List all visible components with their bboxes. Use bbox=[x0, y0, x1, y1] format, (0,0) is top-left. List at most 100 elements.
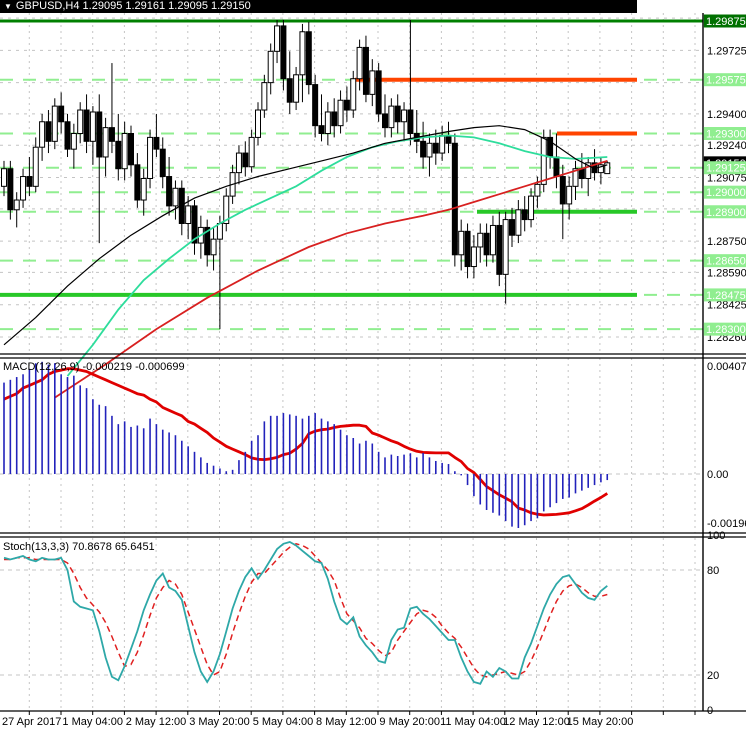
level-badge bbox=[703, 161, 746, 175]
time-axis-label: 5 May 04:00 bbox=[253, 716, 314, 728]
candle bbox=[451, 142, 458, 256]
macd-axis-label: 0.004078 bbox=[707, 361, 746, 373]
candles bbox=[1, 20, 611, 330]
candle bbox=[159, 148, 166, 178]
candle bbox=[572, 168, 579, 187]
candle bbox=[426, 142, 433, 158]
candle bbox=[388, 105, 395, 129]
stoch-axis-label: 100 bbox=[707, 530, 725, 542]
stoch-signal-line bbox=[4, 542, 608, 678]
level-badge-text: 1.29125 bbox=[706, 163, 746, 175]
candle bbox=[362, 46, 369, 95]
candle bbox=[185, 205, 192, 224]
macd-histogram bbox=[3, 361, 609, 529]
candle bbox=[204, 226, 211, 256]
candle bbox=[147, 136, 154, 179]
candle bbox=[248, 136, 255, 168]
candle bbox=[191, 205, 198, 244]
level-badge-text: 1.28650 bbox=[706, 256, 746, 268]
ma-black-line bbox=[3, 125, 608, 346]
candle bbox=[166, 176, 173, 207]
time-axis-label: 27 Apr 2017 bbox=[2, 716, 61, 728]
candle bbox=[64, 121, 71, 150]
level-badge-text: 1.29000 bbox=[706, 187, 746, 199]
price-axis-label: 1.29725 bbox=[707, 45, 746, 57]
candle bbox=[337, 99, 344, 127]
candle bbox=[210, 238, 217, 256]
price-axis-label: 1.28425 bbox=[707, 300, 746, 312]
candle bbox=[604, 162, 611, 175]
time-axis-label: 9 May 20:00 bbox=[379, 716, 440, 728]
price-axis-label: 1.28590 bbox=[707, 267, 746, 279]
candle bbox=[286, 78, 293, 103]
level-badge bbox=[703, 254, 746, 268]
level-badge bbox=[703, 205, 746, 219]
candle bbox=[13, 199, 20, 211]
level-badge-text: 1.28300 bbox=[706, 324, 746, 336]
candle bbox=[255, 109, 261, 138]
candle bbox=[267, 50, 274, 84]
stoch-axis-label: 20 bbox=[707, 670, 719, 682]
level-badge bbox=[703, 288, 746, 302]
symbol-title: GBPUSD,H4 1.29095 1.29161 1.29095 1.2915… bbox=[15, 0, 251, 12]
candle bbox=[502, 219, 509, 275]
stoch-label: Stoch(13,3,3) 70.8678 65.6451 bbox=[3, 541, 155, 553]
candle bbox=[375, 70, 382, 115]
candle bbox=[45, 121, 52, 142]
ma-green-line bbox=[66, 134, 608, 377]
time-axis: 27 Apr 2017 1 May 04:00 2 May 12:00 3 May 2… bbox=[2, 711, 696, 728]
price-axis: 1.29725 1.29400 1.29240 1.29075 1.28750 1.285… bbox=[703, 14, 746, 344]
candle bbox=[458, 230, 465, 256]
level-badge bbox=[703, 322, 746, 336]
candle bbox=[420, 140, 427, 158]
moving-averages bbox=[3, 125, 608, 399]
candle bbox=[470, 246, 477, 268]
candle bbox=[432, 142, 439, 154]
candle bbox=[559, 176, 566, 205]
candle bbox=[108, 127, 115, 142]
candle bbox=[128, 132, 134, 166]
candle bbox=[242, 152, 249, 168]
candle bbox=[280, 25, 287, 80]
candle bbox=[585, 162, 592, 179]
macd-axis-label: 0.00 bbox=[707, 469, 728, 481]
candle bbox=[39, 121, 46, 148]
candle bbox=[483, 232, 490, 256]
candle bbox=[261, 82, 268, 111]
macd-signal-line bbox=[3, 367, 609, 517]
candle bbox=[407, 109, 414, 134]
candle bbox=[121, 132, 128, 170]
candle bbox=[153, 136, 160, 150]
candle bbox=[318, 125, 325, 134]
candle bbox=[445, 134, 452, 144]
stoch-main-line bbox=[3, 541, 608, 685]
level-segments bbox=[0, 77, 637, 297]
candle bbox=[293, 74, 300, 103]
candle bbox=[382, 113, 388, 129]
candle bbox=[343, 99, 350, 111]
support-resistance-dashed-lines bbox=[0, 78, 703, 331]
candle bbox=[172, 187, 179, 207]
level-badge-text: 1.29575 bbox=[706, 75, 746, 87]
symbol-dropdown-icon[interactable]: ▼ bbox=[4, 2, 12, 11]
candle bbox=[553, 156, 560, 178]
level-badge-text: 1.29875 bbox=[706, 16, 746, 28]
candle bbox=[299, 31, 306, 76]
candle bbox=[477, 232, 484, 248]
candle bbox=[509, 219, 515, 236]
candle bbox=[394, 105, 401, 123]
chart-header: ▼ GBPUSD,H4 1.29095 1.29161 1.29095 1.291… bbox=[0, 0, 637, 13]
candle bbox=[58, 105, 65, 123]
candle bbox=[496, 224, 503, 275]
candle bbox=[331, 111, 338, 127]
candle bbox=[356, 46, 363, 80]
time-axis-label: 1 May 04:00 bbox=[62, 716, 123, 728]
time-axis-label: 2 May 12:00 bbox=[126, 716, 187, 728]
time-axis-label: 12 May 12:00 bbox=[503, 716, 570, 728]
candle bbox=[597, 164, 604, 174]
candle bbox=[464, 230, 471, 268]
candle bbox=[102, 127, 109, 158]
candle bbox=[89, 111, 96, 142]
